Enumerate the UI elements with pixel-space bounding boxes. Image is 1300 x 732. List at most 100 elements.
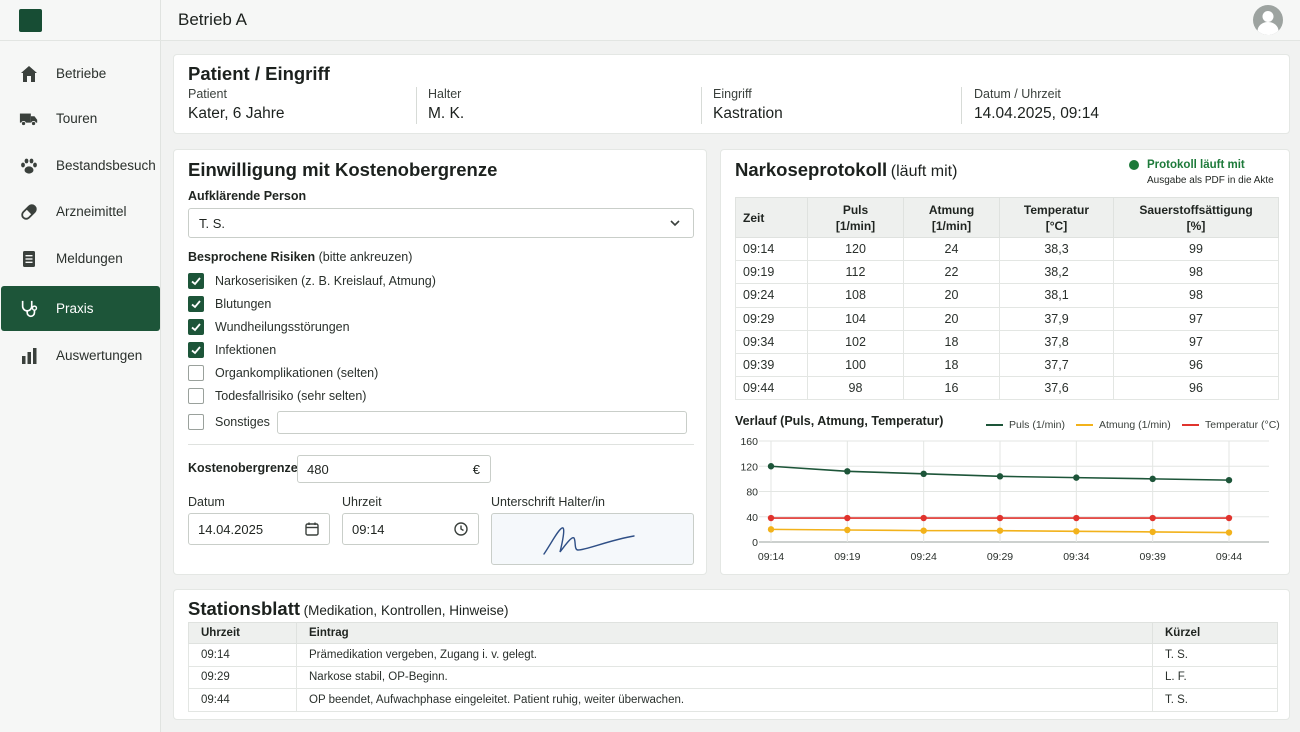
checkmark-icon (191, 346, 201, 355)
data-point (996, 514, 1004, 522)
time-input[interactable]: 09:14 (342, 513, 479, 545)
column-header: Sauerstoffsättigung [%] (1113, 197, 1279, 238)
station-table: Uhrzeit Eintrag Kürzel 09:14 Prämedikatio… (188, 622, 1278, 712)
table-cell: T. S. (1152, 688, 1278, 712)
clock-icon[interactable] (453, 521, 469, 540)
checkmark-icon (191, 277, 201, 286)
sidebar-item-label: Arzneimittel (56, 204, 127, 219)
risk-checkbox-row[interactable]: Infektionen (188, 342, 276, 358)
risk-other-label: Sonstiges (215, 415, 270, 429)
risk-other[interactable]: Sonstiges (188, 414, 270, 430)
checkbox[interactable] (188, 388, 204, 404)
calendar-icon[interactable] (304, 521, 320, 540)
app-logo[interactable] (19, 9, 42, 32)
status-sub: Ausgabe als PDF in die Akte (1147, 175, 1274, 186)
signature-label: Unterschrift Halter/in (491, 495, 605, 509)
table-cell: 100 (807, 352, 904, 378)
other-input[interactable] (277, 411, 687, 434)
x-tick-label: 09:34 (1063, 551, 1089, 563)
date-input[interactable]: 14.04.2025 (188, 513, 330, 545)
data-point (1225, 476, 1233, 484)
data-point (1225, 529, 1233, 536)
legend-swatch (986, 424, 1003, 426)
risk-checkbox-row[interactable]: Narkoserisiken (z. B. Kreislauf, Atmung) (188, 273, 436, 289)
table-cell: 98 (807, 376, 904, 401)
risk-label: Blutungen (215, 297, 272, 311)
risk-checkbox-row[interactable]: Blutungen (188, 296, 271, 312)
legend-swatch (1182, 424, 1199, 426)
consent-title: Einwilligung mit Kostenobergrenze (188, 159, 498, 180)
checkbox-checked[interactable] (188, 296, 204, 312)
table-cell: 99 (1113, 236, 1279, 262)
divider (416, 87, 417, 124)
risk-checkbox-row[interactable]: Organkomplikationen (selten) (188, 365, 378, 381)
risk-label: Infektionen (215, 343, 277, 357)
table-row: 09:39 100 18 37,7 96 (735, 352, 1279, 378)
table-cell: 37,8 (999, 329, 1114, 354)
table-cell: 18 (903, 352, 1000, 378)
legend-label: Puls (1/min) (1009, 419, 1066, 431)
sidebar-item-bestandsbesuch[interactable]: Bestandsbesuch (1, 143, 160, 188)
procedure-field: Eingriff Kastration (713, 87, 783, 123)
table-cell: 09:24 (735, 283, 808, 308)
sidebar-item-meldungen[interactable]: Meldungen (1, 236, 160, 281)
table-cell: Prämedikation vergeben, Zugang i. v. gel… (296, 643, 1153, 667)
checkbox[interactable] (188, 414, 204, 430)
legend-item: Temperatur (°C) (1182, 419, 1280, 431)
sidebar-item-auswertungen[interactable]: Auswertungen (1, 333, 160, 378)
x-tick-label: 09:19 (834, 551, 860, 563)
patient-card-title: Patient / Eingriff (188, 63, 330, 84)
narkose-table: Zeit Puls [1/min] Atmung [1/min] Temperatu… (735, 197, 1279, 401)
x-tick-label: 09:29 (987, 551, 1013, 563)
sidebar-item-label: Auswertungen (56, 348, 143, 363)
column-header: Eintrag (296, 622, 1153, 644)
table-cell: 22 (903, 260, 1000, 285)
legend-swatch (1076, 424, 1093, 426)
table-cell: 38,1 (999, 283, 1114, 308)
sidebar-item-arzneimittel[interactable]: Arzneimittel (1, 189, 160, 234)
table-cell: 108 (807, 283, 904, 308)
person-select[interactable]: T. S. (188, 208, 694, 238)
checkbox-checked[interactable] (188, 342, 204, 358)
divider (188, 444, 694, 445)
table-cell: 24 (903, 236, 1000, 262)
sidebar-divider (0, 40, 161, 41)
data-point (1225, 514, 1233, 522)
risk-checkbox-row[interactable]: Todesfallrisiko (sehr selten) (188, 388, 366, 404)
sidebar-item-label: Praxis (56, 301, 94, 316)
sidebar-item-praxis[interactable]: Praxis (1, 286, 160, 331)
chevron-down-icon (669, 217, 681, 232)
sidebar-item-label: Meldungen (56, 251, 123, 266)
sidebar-item-betriebe[interactable]: Betriebe (1, 51, 160, 96)
table-cell: 09:39 (735, 352, 808, 378)
column-header: Uhrzeit (188, 622, 297, 644)
checkbox-checked[interactable] (188, 273, 204, 289)
column-header: Zeit (735, 197, 808, 238)
table-cell: 97 (1113, 329, 1279, 354)
datetime-field: Datum / Uhrzeit 14.04.2025, 09:14 (974, 87, 1099, 123)
checkmark-icon (191, 323, 201, 332)
data-point (996, 527, 1004, 534)
data-point (767, 514, 775, 522)
field-value: Kastration (713, 105, 783, 122)
column-header: Atmung [1/min] (903, 197, 1000, 238)
home-icon (19, 64, 39, 84)
table-cell: 20 (903, 283, 1000, 308)
checkbox[interactable] (188, 365, 204, 381)
sidebar-item-touren[interactable]: Touren (1, 96, 160, 141)
person-select-value: T. S. (199, 215, 226, 231)
avatar[interactable] (1253, 5, 1283, 35)
truck-icon (19, 109, 39, 129)
signature-pad[interactable] (491, 513, 694, 565)
table-row: 09:14 120 24 38,3 99 (735, 236, 1279, 262)
table-cell: 120 (807, 236, 904, 262)
field-label: Datum / Uhrzeit (974, 87, 1061, 101)
legend-item: Puls (1/min) (986, 419, 1065, 431)
data-point (1149, 475, 1156, 483)
checkbox-checked[interactable] (188, 319, 204, 335)
cost-input[interactable]: 480 € (297, 455, 491, 483)
field-label: Eingriff (713, 87, 752, 101)
data-point (996, 473, 1004, 480)
risk-checkbox-row[interactable]: Wundheilungsstörungen (188, 319, 350, 335)
table-cell: 102 (807, 329, 904, 354)
